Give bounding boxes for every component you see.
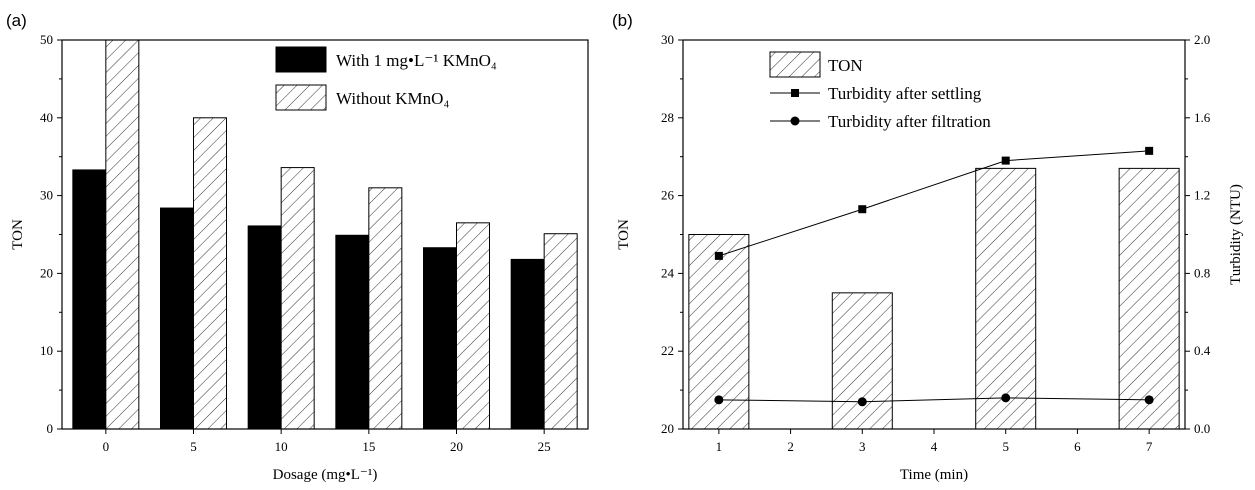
- x-tick-label: 25: [538, 439, 551, 454]
- y2-tick-label: 1.6: [1194, 110, 1211, 125]
- y-axis-title: TON: [616, 219, 632, 250]
- y-tick-label: 24: [661, 265, 675, 280]
- x-tick-label: 4: [931, 439, 938, 454]
- marker-turbidity-after-filtration-7: [1144, 395, 1154, 405]
- legend-marker-turbidity-after-settling: [791, 89, 799, 97]
- plot-frame: [61, 39, 589, 430]
- marker-turbidity-after-settling-3: [858, 205, 867, 214]
- x-tick-label: 7: [1146, 439, 1153, 454]
- x-tick-label: 5: [1002, 439, 1009, 454]
- x-axis-title: Time (min): [900, 467, 968, 483]
- marker-turbidity-after-filtration-5: [1001, 393, 1011, 403]
- x-tick-label: 15: [362, 439, 375, 454]
- chart-panel-b: 1 2 3 4 5 6 7 20 22 24 26 28 30 0.0 0.4 0.8 1.2 1.6 2.0 Tim…: [616, 32, 1244, 483]
- bar-without-kmno4-25: [543, 233, 578, 430]
- y2-tick-label: 0.8: [1194, 265, 1210, 280]
- legend-swatch-with-1-mg-l-kmno: [275, 46, 327, 73]
- bar-without-kmno4-20: [456, 222, 490, 430]
- bar-with-kmno4-5: [160, 207, 194, 430]
- x-tick-label: 1: [716, 439, 723, 454]
- bar-with-kmno4-15: [335, 234, 370, 430]
- legend-label-without-kmno: Without KMnO₄: [336, 89, 449, 108]
- bar-without-kmno4-15: [368, 187, 403, 430]
- y-axis-title: TON: [10, 219, 26, 250]
- legend-marker-turbidity-after-filtration: [790, 116, 800, 126]
- y-tick-label: 30: [661, 32, 674, 47]
- bar-with-kmno4-0: [72, 169, 107, 430]
- bar-without-kmno4-5: [193, 117, 227, 430]
- bar-without-kmno4-10: [280, 167, 315, 430]
- x-tick-label: 20: [450, 439, 463, 454]
- legend-swatch-ton: [769, 51, 821, 78]
- x-tick-label: 10: [275, 439, 288, 454]
- bar-with-kmno4-10: [247, 225, 282, 430]
- y2-tick-label: 0.0: [1194, 421, 1210, 436]
- y-tick-label: 50: [40, 32, 53, 47]
- x-tick-label: 6: [1074, 439, 1081, 454]
- legend-label-with-1-mg-l-kmno: With 1 mg•L⁻¹ KMnO₄: [336, 51, 497, 70]
- y-tick-label: 26: [661, 188, 675, 203]
- y2-axis-title: Turbidity (NTU): [1228, 184, 1244, 285]
- panel-label-b: (b): [612, 11, 633, 30]
- x-tick-label: 3: [859, 439, 866, 454]
- marker-turbidity-after-settling-7: [1145, 146, 1154, 155]
- y2-tick-label: 1.2: [1194, 188, 1210, 203]
- legend-label-ton: TON: [828, 56, 863, 75]
- x-tick-label: 0: [103, 439, 110, 454]
- y-tick-label: 22: [661, 343, 674, 358]
- legend-label-turbidity-after-filtration: Turbidity after filtration: [828, 112, 991, 131]
- legend-swatch-without-kmno: [275, 84, 327, 111]
- line-turbidity-after-settling: [718, 150, 1150, 257]
- y-tick-label: 30: [40, 188, 53, 203]
- y-tick-label: 10: [40, 343, 53, 358]
- chart-panel-a: 0 5 10 15 20 25 0 10 20 30 40 50 Dosage (mg•L⁻¹) TON W…: [10, 32, 589, 483]
- bar-ton-7: [1118, 167, 1180, 430]
- bar-without-kmno4-0: [105, 39, 140, 430]
- y-tick-label: 28: [661, 110, 674, 125]
- y2-tick-label: 2.0: [1194, 32, 1210, 47]
- bar-with-kmno4-25: [510, 258, 545, 430]
- line-turbidity-after-filtration: [718, 397, 1150, 403]
- bar-with-kmno4-20: [423, 247, 457, 430]
- y-tick-label: 40: [40, 110, 53, 125]
- marker-turbidity-after-filtration-1: [714, 395, 724, 405]
- y-tick-label: 0: [47, 421, 54, 436]
- marker-turbidity-after-settling-1: [714, 251, 723, 260]
- bar-ton-5: [975, 167, 1037, 430]
- plot-frame: [682, 39, 1186, 430]
- y-tick-label: 20: [40, 265, 53, 280]
- marker-turbidity-after-settling-5: [1001, 156, 1010, 165]
- x-axis-title: Dosage (mg•L⁻¹): [273, 467, 378, 483]
- legend-label-turbidity-after-settling: Turbidity after settling: [828, 84, 982, 103]
- y2-tick-label: 0.4: [1194, 343, 1211, 358]
- y-tick-label: 20: [661, 421, 674, 436]
- panel-label-a: (a): [6, 11, 27, 30]
- bar-ton-3: [831, 292, 893, 430]
- x-tick-label: 5: [190, 439, 197, 454]
- marker-turbidity-after-filtration-3: [857, 397, 867, 407]
- x-tick-label: 2: [787, 439, 794, 454]
